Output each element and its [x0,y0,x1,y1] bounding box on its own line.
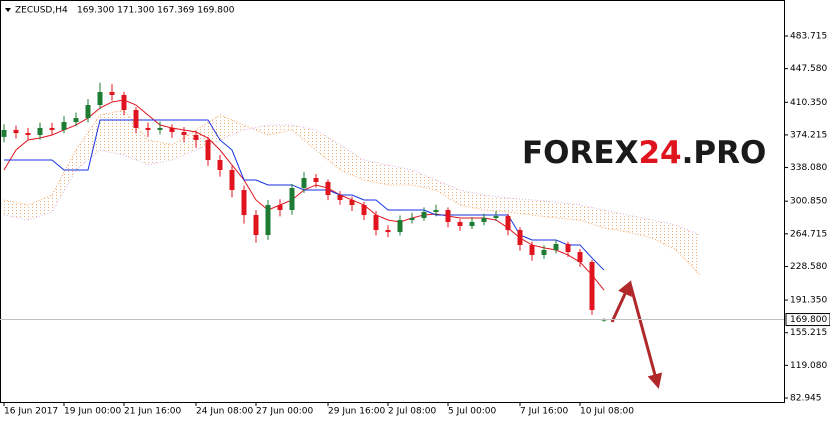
y-tick-label: 228.580 [790,262,827,272]
watermark-part: FOREX [522,135,639,171]
y-tick-label: 410.350 [790,98,827,108]
x-tick-label: 16 Jun 2017 [4,407,58,417]
x-tick-label: 24 Jun 08:00 [196,407,253,417]
arrow-up [610,280,632,323]
candle-body [361,205,367,216]
candle-body [229,169,235,191]
x-tick-label: 27 Jun 00:00 [256,407,313,417]
candle-body [49,127,55,130]
candle-body [277,205,283,210]
symbol: ZECUSD,H4 [15,6,68,16]
candle-body [349,199,355,206]
candle-body [205,139,211,161]
candle-body [553,244,559,250]
y-tick-label: 338.080 [790,163,827,173]
arrow-down [628,282,663,389]
candle-body [421,211,427,219]
candle-body [289,188,295,210]
watermark-part: 24 [638,135,681,171]
x-tick-label: 2 Jul 08:00 [388,407,437,417]
candle-body [565,244,571,252]
candle-body [457,221,463,226]
menu-triangle[interactable] [5,8,11,12]
candle-body [517,230,523,246]
y-tick-label: 264.715 [790,229,827,239]
candle-body [589,262,595,310]
candle-body [145,127,151,130]
x-tick-label: 19 Jun 00:00 [64,407,121,417]
candle-body [325,181,331,195]
y-tick-label: 447.580 [790,64,827,74]
y-tick-label: 374.215 [790,130,827,140]
candle-body [481,218,487,222]
candle-body [193,135,199,140]
plot-frame [0,0,785,403]
candle-body [217,160,223,170]
candle-body [241,190,247,216]
candle-body [73,118,79,123]
cloud-fill [4,109,700,276]
candle-body [133,109,139,128]
y-tick-label: 119.080 [790,361,827,371]
watermark-part: .PRO [682,135,767,171]
candle-body [13,129,19,134]
candle-body [433,209,439,212]
price-tag-label: 169.800 [790,315,827,325]
cloud-layer [3,109,701,276]
candle-body [25,133,31,136]
candle-body [181,132,187,136]
candle-body [301,178,307,189]
candle-body [61,122,67,130]
x-tick-label: 10 Jul 08:00 [580,407,634,417]
candle-body [97,92,103,106]
candle-body [1,129,7,137]
candle-body [529,245,535,255]
candle-body [313,178,319,182]
y-tick-label: 300.850 [790,197,827,207]
x-tick-label: 7 Jul 16:00 [520,407,569,417]
y-tick-label: 155.215 [790,328,827,338]
candle-body [493,216,499,219]
x-tick-label: 5 Jul 00:00 [448,407,497,417]
candle-body [121,94,127,110]
candle-body [505,216,511,231]
watermark: FOREX24.PRO [522,135,766,171]
y-tick-label: 82.945 [790,394,822,404]
candle-body [397,220,403,233]
candle-body [337,194,343,200]
x-tick-label: 29 Jun 16:00 [328,407,385,417]
candle-body [85,105,91,119]
candle-body [409,218,415,221]
candle-body [37,127,43,136]
candle-body [577,251,583,263]
candle-body [109,92,115,95]
candle-body [469,221,475,226]
candle-body [157,127,163,130]
candle-body [253,215,259,236]
y-tick-label: 191.350 [790,296,827,306]
candle-body [385,230,391,233]
ohlc: 169.300 171.300 167.369 169.800 [77,6,235,16]
x-tick-label: 21 Jun 16:00 [124,407,181,417]
candle-body [373,215,379,231]
y-tick-label: 483.715 [790,32,827,42]
candle-body [541,249,547,255]
candle-body [265,205,271,236]
candle-body [445,209,451,222]
candle-layer [1,82,607,322]
candle-body [169,127,175,133]
price-tag-box [785,313,830,327]
